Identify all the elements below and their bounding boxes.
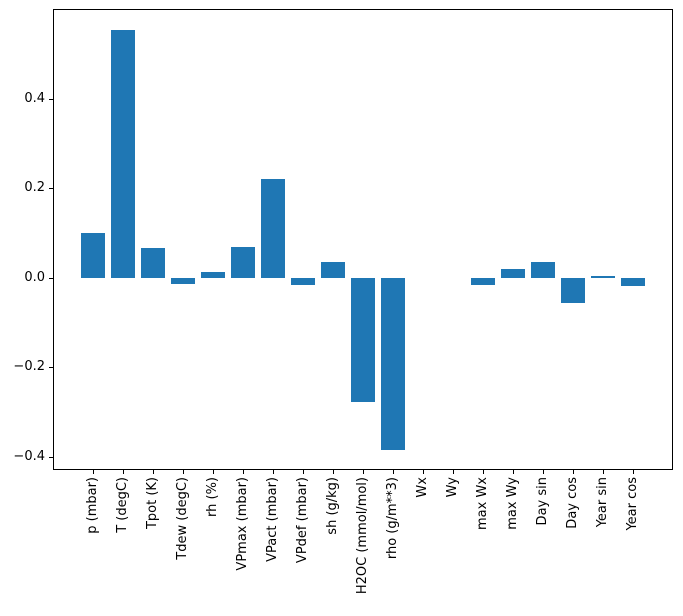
- x-tick-label-wx: Wx: [414, 477, 430, 498]
- x-tick-label-year-cos: Year cos: [624, 477, 640, 531]
- x-tick-label-tpot-k: Tpot (K): [145, 477, 161, 530]
- bar-p-mbar: [81, 232, 106, 278]
- bar-sh-g-kg: [321, 261, 345, 278]
- x-tick-mark: [93, 470, 95, 474]
- bar-year-cos: [620, 277, 645, 287]
- x-tick-label-tdew-degc: Tdew (degC): [175, 477, 191, 560]
- y-tick-label-0.2: 0.2: [24, 180, 45, 196]
- bar-h2oc-mmol-mol: [351, 277, 375, 402]
- x-tick-mark: [213, 470, 215, 474]
- x-tick-mark: [452, 470, 454, 474]
- x-tick-mark: [183, 470, 185, 474]
- x-tick-mark: [482, 470, 484, 474]
- y-tick-label-0.4: 0.4: [24, 90, 45, 106]
- x-tick-mark: [542, 470, 544, 474]
- bar-tdew-degc: [171, 277, 196, 285]
- bar-vpmax-mbar: [231, 247, 256, 278]
- x-tick-mark: [632, 470, 634, 474]
- bar-max-wx: [470, 277, 495, 286]
- bar-tpot-k: [141, 248, 166, 278]
- x-tick-label-wy: Wy: [444, 477, 460, 498]
- y-tick-mark: [49, 188, 53, 190]
- y-tick-label-−0.4: −0.4: [13, 448, 45, 464]
- bar-day-sin: [530, 261, 555, 278]
- bar-year-sin: [590, 276, 615, 278]
- x-tick-mark: [602, 470, 604, 474]
- bar-vpdef-mbar: [291, 277, 316, 286]
- x-tick-label-max-wy: max Wy: [504, 477, 520, 530]
- x-tick-label-h2oc-mmol-mol: H2OC (mmol/mol): [355, 477, 370, 595]
- x-tick-mark: [572, 470, 574, 474]
- x-tick-label-t-degc: T (degC): [115, 477, 131, 533]
- x-tick-label-max-wx: max Wx: [474, 477, 490, 531]
- y-tick-label-−0.2: −0.2: [13, 359, 45, 375]
- x-tick-mark: [123, 470, 125, 474]
- x-tick-mark: [392, 470, 394, 474]
- x-tick-label-rh: rh (%): [205, 477, 221, 517]
- x-tick-mark: [273, 470, 275, 474]
- bar-rh: [201, 271, 226, 278]
- x-tick-mark: [422, 470, 424, 474]
- bar-day-cos: [560, 277, 585, 304]
- x-tick-label-day-cos: Day cos: [564, 477, 580, 529]
- y-tick-mark: [49, 367, 53, 369]
- x-tick-mark: [333, 470, 335, 474]
- x-tick-mark: [512, 470, 514, 474]
- x-tick-label-rho-g-m-3: rho (g/m**3): [384, 477, 400, 560]
- x-tick-label-vpmax-mbar: VPmax (mbar): [235, 477, 251, 571]
- y-tick-mark: [49, 98, 53, 100]
- y-tick-label-0.0: 0.0: [24, 269, 45, 285]
- y-tick-mark: [49, 277, 53, 279]
- x-tick-mark: [363, 470, 364, 474]
- x-tick-mark: [303, 470, 305, 474]
- x-tick-label-vpdef-mbar: VPdef (mbar): [295, 477, 311, 564]
- y-tick-mark: [49, 456, 53, 458]
- bar-max-wy: [500, 268, 525, 278]
- x-tick-label-p-mbar: p (mbar): [85, 477, 101, 534]
- x-tick-mark: [243, 470, 245, 474]
- x-tick-label-sh-g-kg: sh (g/kg): [325, 477, 341, 535]
- bar-t-degc: [111, 30, 136, 278]
- x-tick-label-year-sin: Year sin: [594, 477, 610, 528]
- x-tick-label-vpact-mbar: VPact (mbar): [265, 477, 281, 562]
- bar-vpact-mbar: [261, 179, 286, 278]
- x-tick-label-day-sin: Day sin: [534, 477, 550, 526]
- bar-rho-g-m-3: [380, 277, 405, 450]
- x-tick-mark: [153, 470, 155, 474]
